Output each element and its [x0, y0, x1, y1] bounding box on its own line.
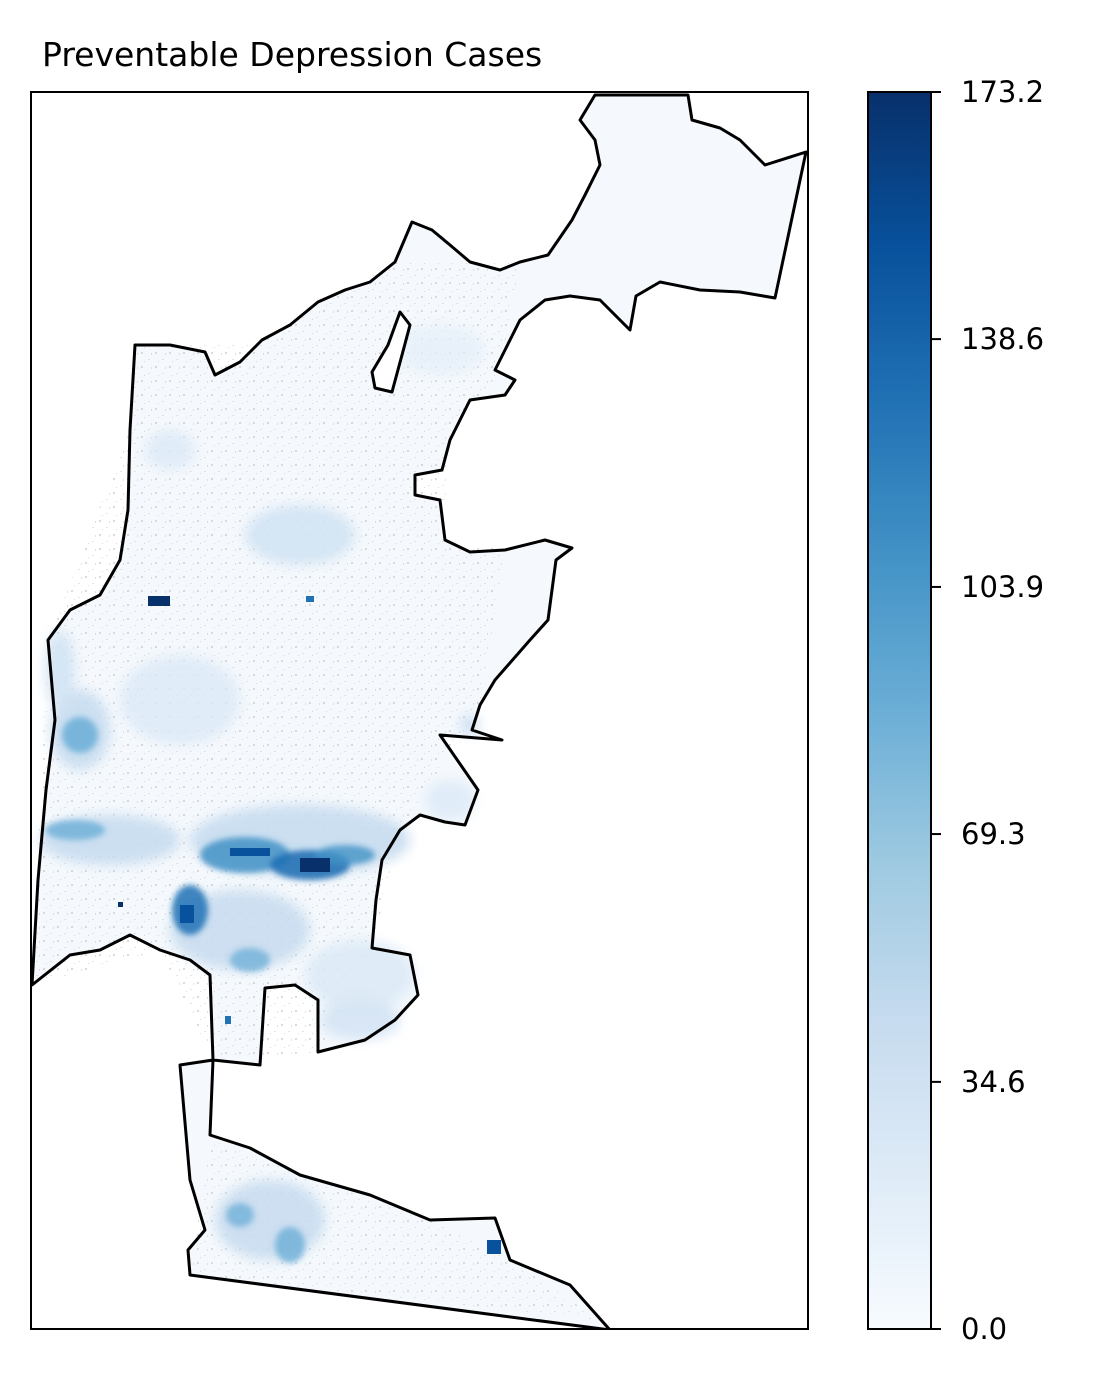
colorbar-tick-label: 34.6: [961, 1065, 1026, 1099]
colorbar-tick-label: 173.2: [961, 75, 1044, 109]
colorbar-tick-label: 69.3: [961, 817, 1026, 851]
map-frame: [30, 91, 809, 1330]
lake-boundary: [370, 310, 412, 394]
colorbar: 0.0 34.6 69.3 103.9 138.6 173.2: [867, 75, 1044, 1346]
colorbar-tick-label: 103.9: [961, 570, 1044, 604]
map-title: Preventable Depression Cases: [42, 35, 542, 74]
colorbar-gradient: [867, 91, 932, 1330]
colorbar-tick-label: 138.6: [961, 322, 1044, 356]
colorbar-tick-label: 0.0: [961, 1312, 1007, 1346]
density-max: [118, 596, 501, 1254]
map-panel: [30, 91, 809, 1330]
region-boundary: [31, 93, 808, 1329]
